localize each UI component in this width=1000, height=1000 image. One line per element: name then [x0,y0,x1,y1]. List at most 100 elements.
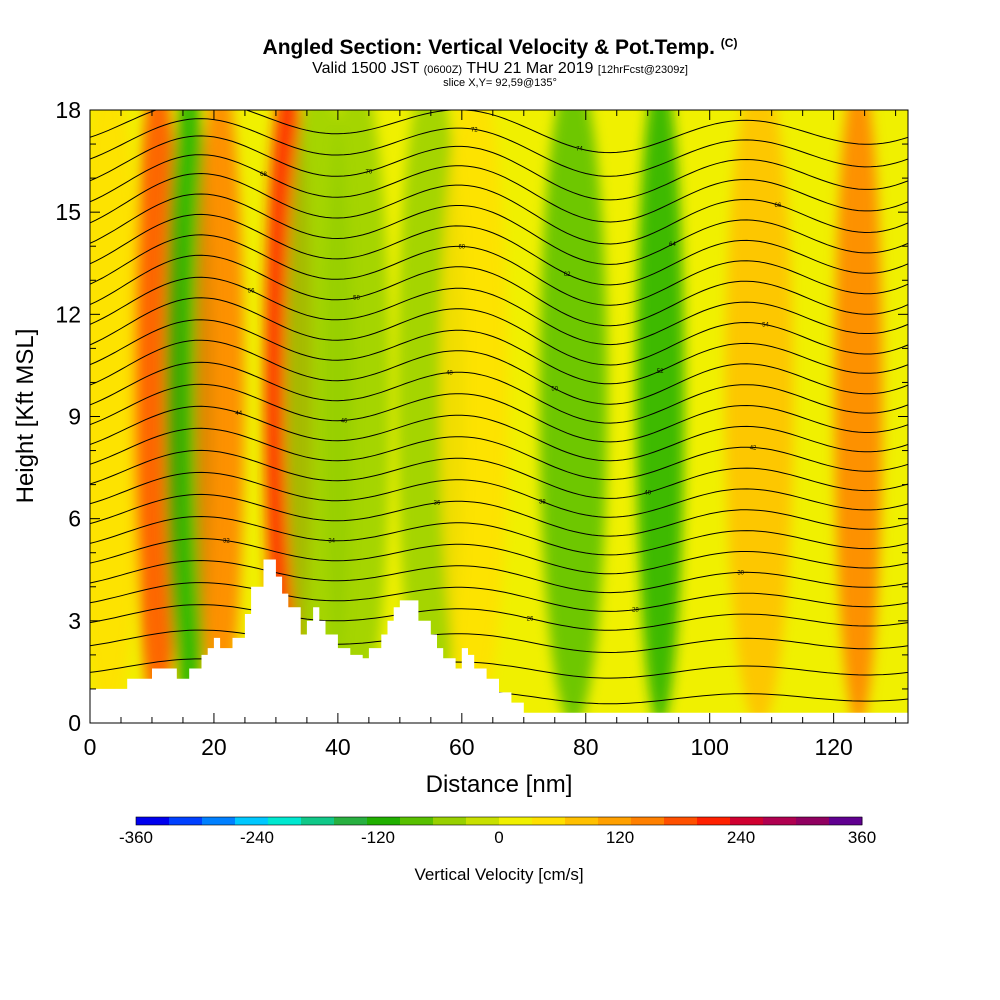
y-tick-label: 9 [68,404,81,430]
colorbar-swatch [499,817,533,825]
velocity-band [90,110,143,723]
y-tick-label: 12 [55,301,81,327]
chart-title-unit: (C) [720,36,738,50]
isentrope-label: 30 [737,570,744,576]
y-tick-label: 15 [55,199,81,225]
colorbar-swatch [697,817,731,825]
colorbar-swatch [433,817,467,825]
y-axis-label: Height [Kft MSL] [12,329,39,504]
colorbar-tick-label: 360 [848,828,876,847]
colorbar-swatch [367,817,401,825]
isentrope-label: 66 [775,203,782,209]
chart-subtitle: Valid 1500 JST (0600Z) THU 21 Mar 2019 [… [0,60,1000,78]
isentrope-label: 48 [446,371,453,377]
x-axis-label: Distance [nm] [426,771,573,798]
velocity-band [725,110,794,723]
x-tick-label: 60 [449,734,475,760]
colorbar-tick-label: 0 [494,828,503,847]
isentrope-line [90,559,908,594]
isentrope-label: 32 [223,539,230,545]
isentrope-label: 60 [458,244,465,250]
colorbar-tick-label: -240 [240,828,274,847]
x-tick-label: 100 [691,734,729,760]
colorbar-swatch [334,817,368,825]
velocity-band [322,110,391,723]
isentrope-label: 36 [434,501,441,507]
isentrope-line [90,118,908,177]
isentrope-label: 40 [644,491,651,497]
y-tick-label: 3 [68,608,81,634]
isentrope-line [90,604,908,631]
x-tick-label: 80 [573,734,599,760]
isentrope-line [90,254,908,327]
colorbar-tick-label: 240 [727,828,755,847]
isentrope-label: 68 [260,172,267,178]
isentrope-line [90,172,908,245]
isentrope-line [90,297,908,366]
velocity-band [196,110,245,723]
colorbar-swatch [235,817,269,825]
colorbar: -360 -240 -120 0 120 240 360 [119,816,876,847]
y-tick-label: 6 [68,506,81,532]
x-tick-label: 40 [325,734,351,760]
isentrope-label: 62 [564,272,571,278]
colorbar-swatch [730,817,764,825]
colorbar-swatch [466,817,500,825]
isentrope-line [90,110,908,154]
x-tick-label: 120 [814,734,852,760]
colorbar-swatch [301,817,335,825]
colorbar-swatch [598,817,632,825]
velocity-band [834,110,883,723]
chart-title: Angled Section: Vertical Velocity & Pot.… [0,36,1000,60]
isentrope-line [90,276,908,346]
colorbar-swatch [532,817,566,825]
terrain-fill [90,559,908,723]
colorbar-label: Vertical Velocity [cm/s] [414,865,583,884]
subtitle-utc: (0600Z) [423,64,463,76]
colorbar-swatch [631,817,665,825]
colorbar-swatch [400,817,434,825]
isentrope-label: 34 [328,539,335,545]
plot-area: 2022242628303234363840424446485052545658… [90,110,908,723]
isentrope-label: 28 [632,608,639,614]
isentrope-line [90,629,908,654]
isentrope-label: 54 [762,323,769,329]
isentrope-label: 58 [353,296,360,302]
isentrope-label: 74 [576,147,583,153]
subtitle-forecast: [12hrFcst@2309z] [597,64,688,76]
isentrope-label: 64 [669,242,676,248]
colorbar-tick-label: -120 [361,828,395,847]
colorbar-swatch [202,817,236,825]
slice-label: slice X,Y= 92,59@135° [443,77,557,89]
isentrope-label: 38 [539,500,546,506]
velocity-bands [90,110,883,723]
colorbar-swatch [829,817,863,825]
colorbar-swatch [664,817,698,825]
colorbar-tick-label: 120 [606,828,634,847]
isentrope-line [90,515,908,556]
colorbar-swatch [136,817,170,825]
isentrope-line [90,493,908,537]
isentrope-label: 26 [527,617,534,623]
chart-title-text: Angled Section: Vertical Velocity & Pot.… [262,36,715,59]
x-axis: 0 20 40 60 80 100 120 [84,110,897,760]
colorbar-frame [135,816,863,826]
isentrope-line [90,361,908,424]
isentrope-label: 72 [471,127,478,133]
x-tick-label: 0 [84,734,97,760]
isentrope-label: 42 [750,445,757,451]
isentrope-label: 56 [248,289,255,295]
isentrope-line [90,193,908,265]
isentrope-line [90,319,908,385]
isentrope-line [90,427,908,481]
colorbar-swatch [796,817,830,825]
isentrope-label: 52 [657,369,664,375]
colorbar-swatch [763,817,797,825]
isentrope-line [90,582,908,612]
isentrope-line [90,135,908,201]
colorbar-swatch [268,817,302,825]
velocity-band [440,110,509,723]
isentrope-line [90,154,908,223]
isentrope-line [90,339,908,405]
